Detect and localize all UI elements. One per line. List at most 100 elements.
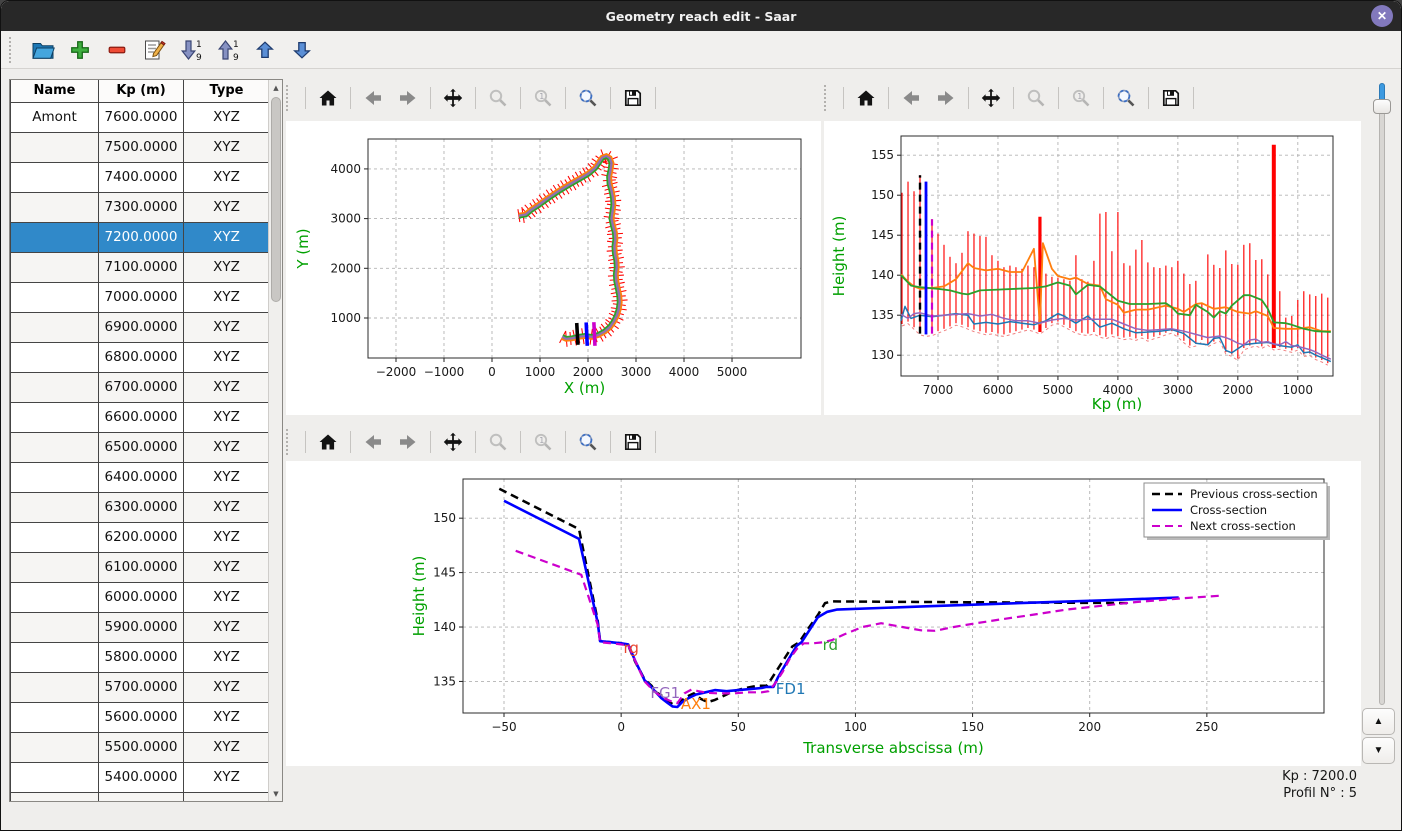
table-row[interactable]: 6600.0000 XYZ	[10, 401, 270, 433]
table-header-cell[interactable]: Name	[10, 80, 99, 103]
edit-icon	[145, 40, 166, 59]
table-row[interactable]: 5500.0000 XYZ	[10, 731, 270, 763]
svg-text:3000: 3000	[621, 365, 652, 379]
table-row[interactable]: 7000.0000 XYZ	[10, 281, 270, 313]
add-icon	[71, 40, 89, 59]
forward-button[interactable]	[395, 429, 421, 455]
svg-text:1000: 1000	[525, 365, 556, 379]
back-button[interactable]	[360, 429, 386, 455]
table-row[interactable]: 7100.0000 XYZ	[10, 251, 270, 283]
table-row[interactable]: 5900.0000 XYZ	[10, 611, 270, 643]
svg-text:FG1: FG1	[650, 684, 680, 702]
toolbar-grip[interactable]	[824, 85, 830, 111]
move-up-button[interactable]	[252, 37, 278, 63]
zoom-rect-button[interactable]	[1023, 85, 1049, 111]
back-button[interactable]	[360, 85, 386, 111]
forward-button[interactable]	[395, 85, 421, 111]
table-row[interactable]: 5800.0000 XYZ	[10, 641, 270, 673]
edit-button[interactable]	[141, 37, 167, 63]
pan-button[interactable]	[440, 85, 466, 111]
zoom-rect-button[interactable]	[485, 85, 511, 111]
forward-button[interactable]	[933, 85, 959, 111]
add-button[interactable]	[67, 37, 93, 63]
table-row[interactable]: 7300.0000 XYZ	[10, 191, 270, 223]
table-row[interactable]: 6900.0000 XYZ	[10, 311, 270, 343]
zoom-one-button[interactable]: 1	[530, 429, 556, 455]
table-row[interactable]	[10, 791, 270, 801]
table-row[interactable]: 7200.0000 XYZ	[10, 221, 270, 253]
table-row[interactable]: 6100.0000 XYZ	[10, 551, 270, 583]
status-profil: Profil N° : 5	[1283, 786, 1357, 801]
table-header-cell[interactable]: Type	[183, 80, 270, 103]
svg-text:9: 9	[196, 53, 202, 62]
zoom-one-button[interactable]: 1	[1068, 85, 1094, 111]
zoom-one-button[interactable]: 1	[530, 85, 556, 111]
remove-button[interactable]	[104, 37, 130, 63]
cross-section-table-panel: Name Kp (m) Type Amont 7600.0000 XYZ 7500.000…	[9, 79, 283, 802]
table-row[interactable]: 7400.0000 XYZ	[10, 161, 270, 193]
pan-button[interactable]	[978, 85, 1004, 111]
scroll-up-icon[interactable]: ▲	[269, 80, 282, 95]
open-folder-button[interactable]	[30, 37, 56, 63]
home-button[interactable]	[315, 85, 341, 111]
svg-text:4000: 4000	[669, 365, 700, 379]
svg-text:0: 0	[617, 720, 625, 734]
table-row[interactable]: 6800.0000 XYZ	[10, 341, 270, 373]
save-button[interactable]	[1158, 85, 1184, 111]
svg-text:50: 50	[731, 720, 746, 734]
table-row[interactable]: 7500.0000 XYZ	[10, 131, 270, 163]
table-row[interactable]: 6700.0000 XYZ	[10, 371, 270, 403]
window-title: Geometry reach edit - Saar	[605, 8, 797, 24]
cross-section-figure[interactable]: −50 0 50 100 150 200 250 135 140 145 150 Transverse…	[286, 461, 1361, 766]
slider-handle[interactable]	[1373, 99, 1391, 114]
longitudinal-profile-figure[interactable]: 7000 6000 5000 4000 3000 2000 1000 130 135 140 145…	[824, 121, 1361, 415]
titlebar[interactable]: Geometry reach edit - Saar ✕	[1, 1, 1401, 31]
table-row[interactable]: 5700.0000 XYZ	[10, 671, 270, 703]
sort-ascending-button[interactable]: 1 9	[215, 37, 241, 63]
pan-button[interactable]	[440, 429, 466, 455]
profile-up-button[interactable]: ▲	[1362, 708, 1395, 735]
svg-text:145: 145	[871, 228, 894, 242]
slider-groove[interactable]	[1379, 83, 1385, 705]
pan-icon	[981, 88, 1001, 108]
table-row[interactable]: 6300.0000 XYZ	[10, 491, 270, 523]
home-button[interactable]	[315, 429, 341, 455]
table-scrollbar[interactable]: ▲ ▼	[268, 80, 282, 801]
scrollbar-thumb[interactable]	[271, 97, 281, 302]
home-button[interactable]	[853, 85, 879, 111]
plan-view-figure[interactable]: −2000 −1000 0 1000 2000 3000 4000 5000 1000 2000 3…	[286, 121, 821, 415]
table-header-cell[interactable]: Kp (m)	[98, 80, 184, 103]
sort-descending-button[interactable]: 1 9	[178, 37, 204, 63]
table-row[interactable]: 6200.0000 XYZ	[10, 521, 270, 553]
svg-text:135: 135	[433, 674, 456, 688]
toolbar-grip[interactable]	[286, 429, 292, 455]
zoom-rect-button[interactable]	[485, 429, 511, 455]
profile-slider[interactable]	[1371, 81, 1393, 709]
home-icon	[319, 90, 337, 106]
table-header-row[interactable]: Name Kp (m) Type	[10, 80, 270, 103]
close-button[interactable]: ✕	[1371, 5, 1393, 27]
toolbar-grip[interactable]	[286, 85, 292, 111]
scroll-down-icon[interactable]: ▼	[269, 786, 282, 801]
svg-text:5000: 5000	[1043, 383, 1074, 397]
svg-text:135: 135	[871, 308, 894, 322]
zoom-fit-button[interactable]	[1113, 85, 1139, 111]
plan-toolbar: 1	[286, 81, 822, 115]
move-down-button[interactable]	[289, 37, 315, 63]
table-row[interactable]: Amont 7600.0000 XYZ	[10, 101, 270, 133]
svg-text:5000: 5000	[717, 365, 748, 379]
zoom-fit-button[interactable]	[575, 85, 601, 111]
table-row[interactable]: 5400.0000 XYZ	[10, 761, 270, 793]
save-button[interactable]	[620, 85, 646, 111]
save-button[interactable]	[620, 429, 646, 455]
table-row[interactable]: 6400.0000 XYZ	[10, 461, 270, 493]
profile-down-button[interactable]: ▼	[1362, 737, 1395, 764]
cross-section-table[interactable]: Name Kp (m) Type Amont 7600.0000 XYZ 7500.000…	[10, 80, 270, 801]
toolbar-grip[interactable]	[9, 36, 15, 63]
back-button[interactable]	[898, 85, 924, 111]
table-row[interactable]: 6500.0000 XYZ	[10, 431, 270, 463]
table-row[interactable]: 5600.0000 XYZ	[10, 701, 270, 733]
zoom-fit-button[interactable]	[575, 429, 601, 455]
table-row[interactable]: 6000.0000 XYZ	[10, 581, 270, 613]
